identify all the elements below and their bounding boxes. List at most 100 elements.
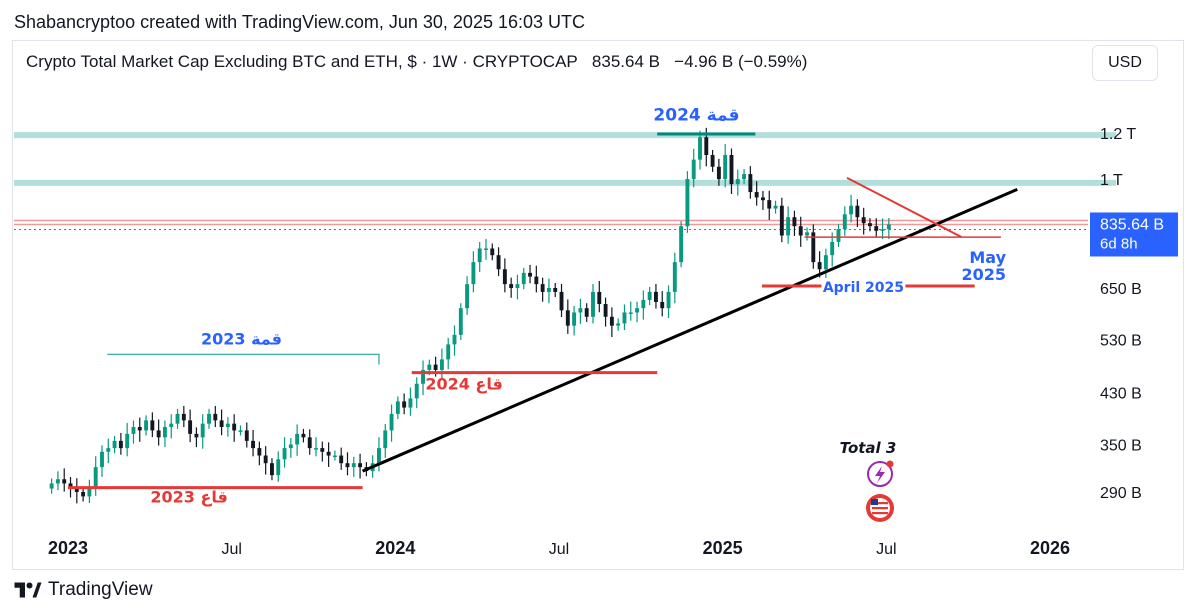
candle-43 xyxy=(320,448,325,452)
lightning-icon xyxy=(867,460,894,487)
candle-59 xyxy=(421,369,425,384)
annotation-bg-april-2025 xyxy=(821,278,906,297)
candle-58 xyxy=(414,383,419,399)
us-flag-stripe-2 xyxy=(872,512,888,515)
candle-5 xyxy=(81,492,86,497)
candle-71 xyxy=(496,255,501,270)
x-tick-label: 2026 xyxy=(1030,538,1070,558)
candle-130 xyxy=(868,223,872,227)
candle-93 xyxy=(635,308,640,313)
candle-114 xyxy=(767,200,772,209)
annotation-low-2024: قاع 2024 xyxy=(425,375,503,394)
candle-12 xyxy=(125,433,130,449)
candles xyxy=(49,127,891,504)
candle-22 xyxy=(188,420,193,434)
us-flag-stripe-0 xyxy=(872,502,888,505)
candle-118 xyxy=(792,217,797,227)
candle-23 xyxy=(194,433,199,438)
candle-84 xyxy=(578,308,583,313)
candle-18 xyxy=(162,427,167,438)
us-flag-stripe-1 xyxy=(872,507,888,510)
y-tick-label: 430 B xyxy=(1100,385,1142,402)
symbol-info: Crypto Total Market Cap Excluding BTC an… xyxy=(26,52,807,72)
candle-131 xyxy=(874,226,879,231)
candle-20 xyxy=(175,413,180,424)
candle-85 xyxy=(584,308,589,317)
candle-8 xyxy=(100,451,104,468)
candle-129 xyxy=(861,217,866,224)
candle-112 xyxy=(754,192,759,198)
candle-27 xyxy=(219,420,224,428)
candle-24 xyxy=(200,423,205,438)
candle-32 xyxy=(251,440,256,449)
candle-106 xyxy=(716,166,721,180)
candle-104 xyxy=(704,137,709,155)
chart-credit: Shabancryptoo created with TradingView.c… xyxy=(14,12,586,32)
footer-brand: TradingView xyxy=(48,579,153,600)
symbol-price: 835.64 B xyxy=(591,52,660,71)
candle-21 xyxy=(181,413,186,421)
candle-123 xyxy=(823,255,828,270)
tradingview-logo[interactable]: TradingView xyxy=(14,579,153,601)
lightning-icon-bolt xyxy=(875,466,885,483)
annotation-low-2023: قاع 2023 xyxy=(150,488,228,507)
candle-14 xyxy=(137,427,142,431)
candle-88 xyxy=(603,304,608,317)
candle-39 xyxy=(295,433,300,445)
symbol-name[interactable]: Crypto Total Market Cap Excluding BTC an… xyxy=(26,52,578,71)
x-tick-label: 2024 xyxy=(375,538,415,558)
candle-29 xyxy=(232,423,237,431)
annotation-total3: Total 3 xyxy=(840,439,897,457)
wedge-upper-line xyxy=(846,176,963,238)
candle-65 xyxy=(458,308,463,335)
candle-81 xyxy=(559,291,564,311)
candle-16 xyxy=(150,420,155,431)
annotation-may-2025-line2: 2025 xyxy=(961,265,1006,284)
candle-119 xyxy=(798,226,803,236)
symbol-change: −4.96 B (−0.59%) xyxy=(674,52,808,71)
candle-10 xyxy=(112,440,117,449)
candle-49 xyxy=(358,463,363,468)
candle-60 xyxy=(427,364,432,370)
candle-83 xyxy=(572,312,577,326)
candle-36 xyxy=(276,459,281,476)
annotation-top-2024: قمة 2024 xyxy=(653,106,739,126)
candle-53 xyxy=(383,430,388,449)
candle-30 xyxy=(238,430,243,432)
candle-97 xyxy=(660,301,665,309)
candle-99 xyxy=(672,262,677,292)
candle-103 xyxy=(698,137,702,160)
candle-96 xyxy=(653,291,658,302)
candle-4 xyxy=(74,487,79,492)
candle-122 xyxy=(817,262,822,270)
candle-105 xyxy=(710,154,715,167)
candle-40 xyxy=(301,433,306,438)
candle-62 xyxy=(439,359,444,370)
currency-button[interactable]: USD xyxy=(1092,45,1158,81)
candle-54 xyxy=(389,413,394,431)
candle-1 xyxy=(55,479,60,484)
y-tick-label: 650 B xyxy=(1100,281,1142,298)
candle-91 xyxy=(622,312,627,324)
candle-80 xyxy=(553,287,558,292)
candle-120 xyxy=(805,232,809,236)
candle-115 xyxy=(773,205,778,209)
candle-67 xyxy=(471,262,476,285)
candle-42 xyxy=(314,448,318,450)
candle-26 xyxy=(213,413,218,421)
y-tick-label: 350 B xyxy=(1100,437,1142,454)
tradingview-logo-icon xyxy=(14,582,42,598)
candle-73 xyxy=(509,284,514,288)
candle-101 xyxy=(685,179,690,227)
y-tick-label: 290 B xyxy=(1100,485,1142,502)
candle-6 xyxy=(87,487,92,497)
last-price-value: 835.64 B xyxy=(1100,216,1164,233)
candle-15 xyxy=(144,420,149,431)
x-tick-label: Jul xyxy=(876,541,896,558)
candle-38 xyxy=(288,444,293,449)
notification-dot-icon xyxy=(886,460,894,468)
candle-13 xyxy=(131,427,136,434)
annotation-april-2025: April 2025 xyxy=(823,280,904,296)
annotation-may-2025-line1: May xyxy=(969,248,1006,267)
